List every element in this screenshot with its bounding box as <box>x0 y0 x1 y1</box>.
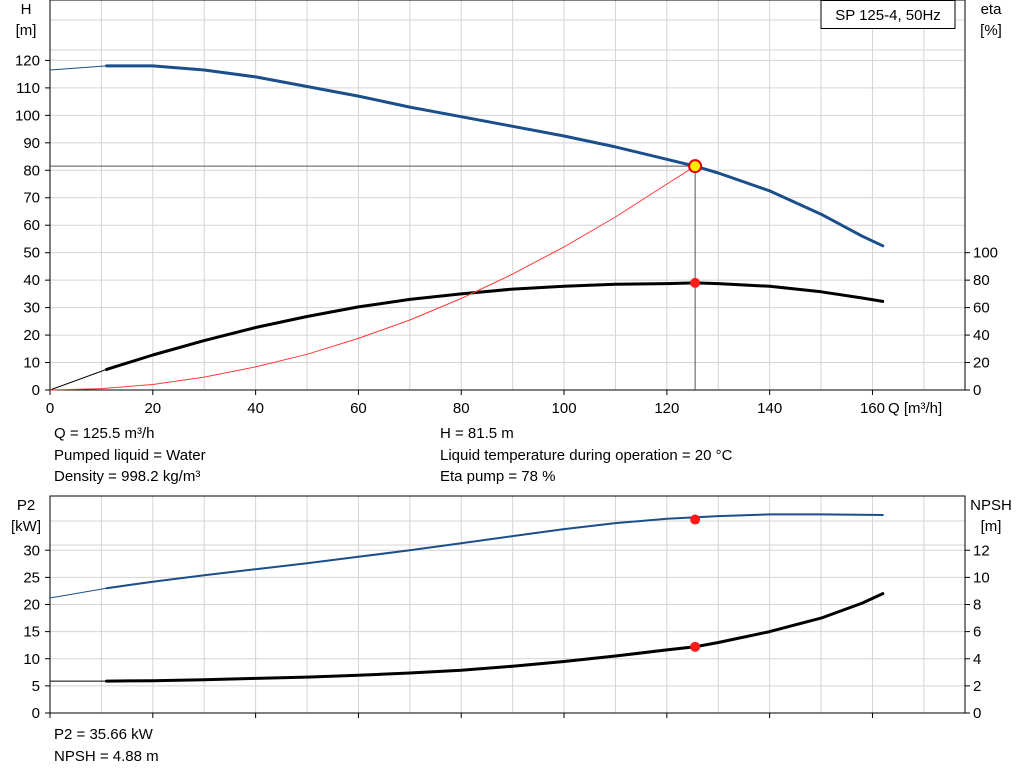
y-right-tick-label: 10 <box>973 569 990 586</box>
power-curve <box>105 513 884 590</box>
npsh-operating-point <box>690 641 701 652</box>
head-efficiency-panel: 0 20 40 60 80 100 120 140 160 Q [m³/h] 0 10 20 30 40 50… <box>15 0 1002 417</box>
efficiency-curve-extrapolated <box>49 368 107 391</box>
y-left-tick-label: 10 <box>23 651 40 668</box>
operating-info-right: H = 81.5 m Liquid temperature during ope… <box>440 423 732 488</box>
x-tick-label: 160 <box>860 400 885 417</box>
npsh-readout: NPSH = 4.88 m <box>54 747 159 765</box>
y-left-tick-label: 0 <box>32 705 40 722</box>
y-left-tick-label: 100 <box>15 107 40 124</box>
y-right-tick-label: 80 <box>973 272 990 289</box>
y-left-tick-label: 110 <box>16 80 40 97</box>
duty-point-marker <box>688 159 703 174</box>
x-tick-label: 100 <box>552 400 577 417</box>
power-operating-point <box>690 514 701 525</box>
y-right-axis-label: eta <box>981 1 1003 18</box>
x-tick-label: 120 <box>654 400 679 417</box>
power-curve-extrapolated <box>49 587 107 599</box>
y-right-tick-label: 40 <box>973 327 990 344</box>
y-left-tick-label: 20 <box>23 597 40 614</box>
y-left-axis-unit: [m] <box>16 22 37 39</box>
y-left-tick-label: 60 <box>23 217 40 234</box>
y-left-tick-label: 120 <box>15 52 40 69</box>
efficiency-curve <box>105 281 885 371</box>
y-right-tick-label: 0 <box>973 382 981 399</box>
y-left-tick-label: 40 <box>23 272 40 289</box>
y-right-tick-label: 100 <box>973 245 998 262</box>
y-left-tick-label: 10 <box>23 355 40 372</box>
plot-frame <box>49 0 966 391</box>
head-curve-extrapolated <box>49 65 107 71</box>
y-left-tick-label: 20 <box>23 327 40 344</box>
x-tick-label: 0 <box>46 400 54 417</box>
x-tick-label: 60 <box>350 400 367 417</box>
y-right-axis-unit: [%] <box>980 22 1002 39</box>
x-tick-label: 140 <box>757 400 782 417</box>
system-curve <box>49 165 696 391</box>
y-left-tick-label: 30 <box>23 542 40 559</box>
y-left-tick-label: 30 <box>23 300 40 317</box>
y-left-tick-label: 80 <box>23 162 40 179</box>
y-left-tick-label: 5 <box>32 678 40 695</box>
y-right-tick-label: 60 <box>973 300 990 317</box>
y-left-tick-label: 15 <box>23 624 40 641</box>
x-axis-label: Q [m³/h] <box>888 400 942 417</box>
y-right-tick-label: 20 <box>973 355 990 372</box>
y-left-axis-label: H <box>21 1 32 18</box>
x-tick-label: 40 <box>247 400 264 417</box>
head-readout: H = 81.5 m <box>440 425 514 442</box>
y-left-axis-unit: [kW] <box>11 518 41 535</box>
flow-readout: Q = 125.5 m³/h <box>54 425 155 442</box>
y-right-axis-unit: [m] <box>981 518 1002 535</box>
y-right-tick-label: 4 <box>973 651 981 668</box>
npsh-curve <box>105 592 885 683</box>
y-right-tick-label: 2 <box>973 678 981 695</box>
y-left-tick-label: 25 <box>23 569 40 586</box>
liquid-temperature-readout: Liquid temperature during operation = 20… <box>440 446 733 464</box>
y-left-tick-label: 50 <box>23 245 40 262</box>
x-tick-label: 20 <box>144 400 161 417</box>
density-readout: Density = 998.2 kg/m³ <box>54 468 201 485</box>
operating-info-left: Q = 125.5 m³/h Pumped liquid = Water Den… <box>54 423 206 488</box>
title-box <box>820 0 956 29</box>
power-npsh-panel: 0 5 10 15 20 25 30 0 2 4 6 8 10 12 P2 [kW] NPSH [m] <box>11 495 1012 722</box>
y-right-axis-label: NPSH <box>970 497 1012 514</box>
y-right-tick-label: 0 <box>973 705 981 722</box>
efficiency-operating-point <box>690 277 701 288</box>
eta-pump-readout: Eta pump = 78 % <box>440 468 556 485</box>
power-info: P2 = 35.66 kW NPSH = 4.88 m <box>54 724 159 767</box>
y-left-tick-label: 0 <box>32 382 40 399</box>
y-right-tick-label: 8 <box>973 597 981 614</box>
head-curve <box>105 64 885 248</box>
x-tick-label: 80 <box>453 400 470 417</box>
y-right-tick-label: 6 <box>973 624 981 641</box>
y-left-tick-label: 90 <box>23 135 40 152</box>
y-right-tick-label: 12 <box>973 542 990 559</box>
chart-title: SP 125-4, 50Hz <box>835 7 941 24</box>
p2-readout: P2 = 35.66 kW <box>54 726 153 743</box>
y-left-tick-label: 70 <box>23 190 40 207</box>
y-left-axis-label: P2 <box>17 497 35 514</box>
pumped-liquid-readout: Pumped liquid = Water <box>54 446 206 464</box>
